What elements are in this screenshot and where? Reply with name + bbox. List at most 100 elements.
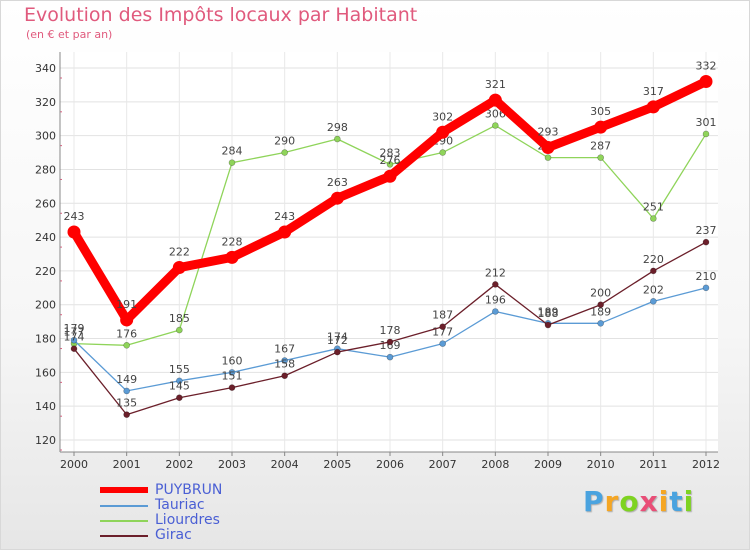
y-tick-label: 180 [35,333,56,346]
data-point-tauriac [228,369,236,376]
data-point-puybrun [330,191,344,205]
data-point-puybrun [436,125,450,139]
chart-title: Evolution des Impôts locaux par Habitant [24,4,418,26]
data-point-tauriac [702,284,710,292]
data-label-girac: 158 [274,358,295,371]
data-point-puybrun [278,225,292,239]
legend-label: Girac [155,527,192,543]
data-label-puybrun: 191 [116,298,137,311]
data-point-girac [70,345,78,352]
data-point-liourdres [544,154,552,161]
data-label-liourdres: 287 [590,140,611,153]
x-tick-label: 2011 [639,458,667,471]
y-tick-label: 260 [35,197,56,210]
legend-swatch-liourdres [100,520,148,522]
data-point-girac [228,384,236,391]
data-point-tauriac [439,340,446,347]
data-label-tauriac: 167 [274,343,295,356]
plot-area [60,52,718,452]
data-label-girac: 212 [485,266,506,279]
data-point-liourdres [176,326,183,334]
legend-label: Liourdres [155,512,220,528]
data-label-tauriac: 189 [590,305,611,318]
data-label-liourdres: 185 [169,312,190,325]
data-label-puybrun: 228 [222,235,243,248]
data-label-puybrun: 332 [696,60,717,73]
data-point-puybrun [594,120,608,134]
data-label-tauriac: 160 [222,354,243,367]
logo-letter: x [639,485,659,518]
data-point-liourdres [334,135,341,143]
data-label-girac: 135 [116,397,137,410]
data-point-girac [386,338,394,346]
data-label-girac: 187 [432,309,453,322]
data-point-girac [544,321,552,329]
data-label-liourdres: 177 [64,326,85,339]
y-tick-label: 200 [35,299,56,312]
data-label-tauriac: 174 [327,331,348,344]
data-label-puybrun: 321 [485,78,506,91]
x-tick-label: 2005 [323,458,351,471]
x-tick-label: 2008 [481,458,509,471]
y-tick-label: 280 [35,163,56,176]
data-point-girac [439,323,446,331]
logo-letter: i [683,485,695,518]
data-point-liourdres [123,342,130,349]
data-label-tauriac: 149 [116,373,137,386]
data-label-puybrun: 276 [380,154,401,167]
data-point-girac [650,267,657,275]
data-label-girac: 151 [222,370,243,383]
legend-label: PUYBRUN [155,482,223,498]
data-point-liourdres [228,159,236,166]
data-label-tauriac: 155 [169,363,190,376]
data-label-liourdres: 176 [116,327,137,340]
logo-letter: i [658,485,670,518]
data-point-liourdres [439,149,446,156]
data-point-puybrun [383,169,397,183]
data-point-tauriac [176,377,183,385]
data-label-puybrun: 293 [538,125,559,138]
data-point-liourdres [281,149,288,156]
data-point-puybrun [699,75,713,89]
x-tick-label: 2012 [692,458,720,471]
data-label-girac: 145 [169,380,190,393]
data-point-tauriac [492,308,499,315]
logo-letter: P [583,485,605,518]
data-label-puybrun: 222 [169,246,190,259]
x-tick-label: 2006 [376,458,404,471]
legend-swatch-girac [100,535,148,537]
y-tick-label: 140 [35,400,56,413]
data-label-liourdres: 298 [327,121,348,134]
data-label-liourdres: 290 [274,135,295,148]
data-label-tauriac: 210 [696,270,717,283]
data-point-puybrun [225,250,239,264]
data-label-liourdres: 284 [222,145,243,158]
data-label-tauriac: 189 [538,305,559,318]
legend-label: Tauriac [155,497,205,513]
data-label-tauriac: 179 [64,322,85,335]
data-point-liourdres [650,215,657,222]
data-label-puybrun: 243 [274,210,295,223]
data-point-girac [492,281,499,288]
x-tick-label: 2001 [113,458,141,471]
legend-swatch-tauriac [100,505,148,507]
data-point-girac [702,238,710,246]
data-label-girac: 220 [643,253,664,266]
logo-letter: t [669,485,684,518]
data-point-tauriac [386,353,394,361]
data-label-puybrun: 263 [327,176,348,189]
data-point-girac [176,394,183,402]
x-tick-label: 2003 [218,458,246,471]
data-label-puybrun: 317 [643,85,664,98]
proxiti-logo: Proxiti [583,485,694,518]
data-label-tauriac: 196 [485,293,506,306]
data-point-puybrun [646,100,660,114]
data-point-liourdres [492,122,499,129]
x-tick-label: 2002 [165,458,193,471]
data-point-puybrun [67,225,81,239]
data-point-girac [597,301,604,309]
data-label-puybrun: 302 [432,110,453,123]
data-label-girac: 200 [590,287,611,300]
data-label-puybrun: 305 [590,105,611,118]
